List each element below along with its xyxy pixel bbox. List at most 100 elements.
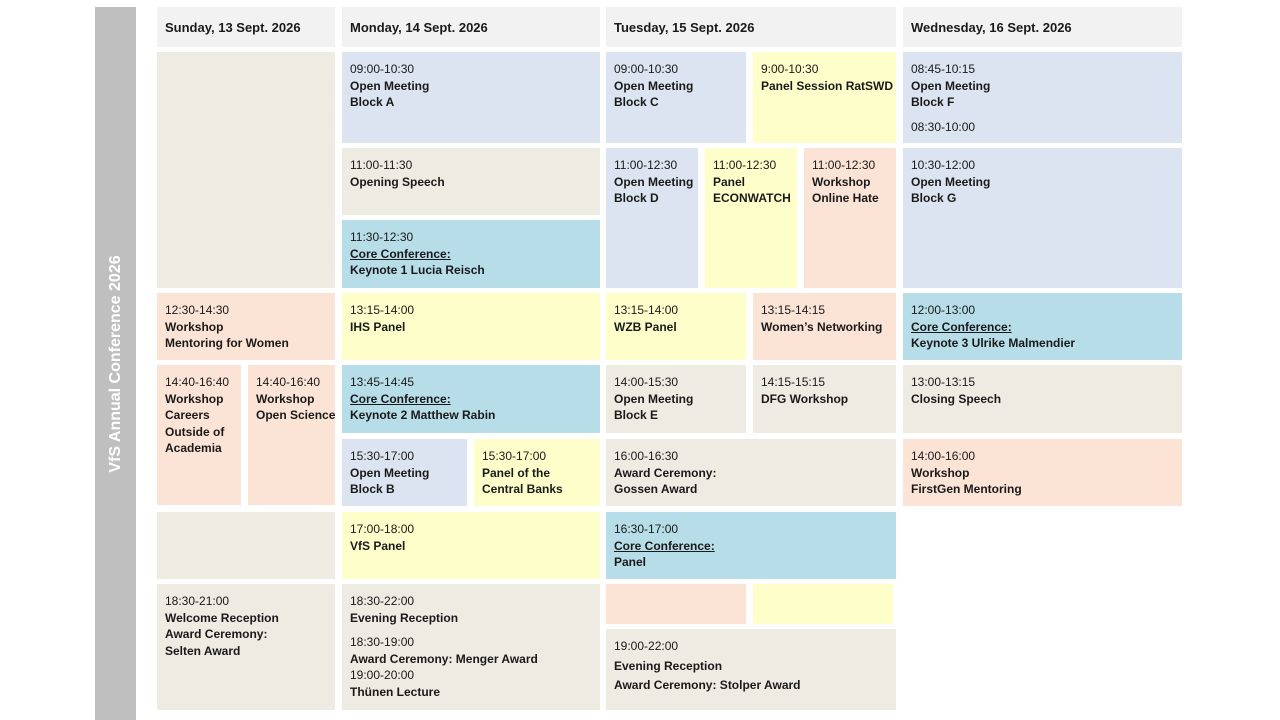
session-line: Open Meeting [614,391,694,406]
session-line: Panel [614,555,647,570]
session-vfs-panel[interactable]: 17:00-18:00 VfS Panel [342,512,600,579]
session-gossen-award[interactable]: 16:00-16:30 Award Ceremony: Gossen Award [606,439,896,506]
sunday-empty-evening [157,512,335,579]
session-mentoring-for-women[interactable]: 12:30-14:30 Workshop Mentoring for Women [157,293,335,360]
session-time: 9:00-10:30 [761,62,819,76]
session-opening-speech[interactable]: 11:00-11:30 Opening Speech [342,148,600,215]
core-conference-label: Core Conference: [350,246,451,261]
session-line: Open Meeting [350,465,430,480]
session-line: Open Meeting [350,78,430,93]
session-time: 11:00-12:30 [614,158,678,172]
session-time: 18:30-19:00 [350,635,415,650]
session-time: 11:30-12:30 [350,230,414,244]
session-monday-evening-reception[interactable]: 18:30-22:00 Evening Reception 18:30-19:0… [342,584,600,710]
session-time: 09:00-10:30 [350,62,415,76]
session-line: Workshop [812,174,871,189]
session-time: 15:30-17:00 [350,449,415,463]
session-open-meeting-block-f[interactable]: 08:45-10:15 Open Meeting Block F 08:30-1… [903,52,1182,143]
session-line: Panel [713,174,746,189]
session-line: Central Banks [482,482,563,497]
session-panel-econwatch[interactable]: 11:00-12:30 Panel ECONWATCH [705,148,797,288]
core-conference-label: Core Conference: [350,391,451,406]
session-line: Panel Session RatSWD [761,78,894,93]
session-line: Block F [911,95,955,110]
session-core-conference-panel[interactable]: 16:30-17:00 Core Conference: Panel [606,512,896,579]
session-time: 13:45-14:45 [350,375,415,389]
session-time: 15:30-17:00 [482,449,547,463]
session-line: Block C [614,95,659,110]
session-time: 12:30-14:30 [165,303,230,317]
session-line: Award Ceremony: Menger Award [350,651,538,666]
session-keynote-1[interactable]: 11:30-12:30 Core Conference: Keynote 1 L… [342,220,600,288]
session-womens-networking[interactable]: 13:15-14:15 Women’s Networking [753,293,896,360]
session-careers-outside-academia[interactable]: 14:40-16:40 Workshop Careers Outside of … [157,365,241,505]
session-line: Award Ceremony: Stolper Award [614,678,801,693]
session-open-meeting-block-a[interactable]: 09:00-10:30 Open Meeting Block A [342,52,600,143]
session-line: Block G [911,191,957,206]
session-closing-speech[interactable]: 13:00-13:15 Closing Speech [903,365,1182,433]
session-time: 16:30-17:00 [614,522,679,536]
session-ihs-panel[interactable]: 13:15-14:00 IHS Panel [342,293,600,360]
session-line: Academia [165,441,222,456]
session-line: Workshop [165,391,224,406]
session-tuesday-evening-reception[interactable]: 19:00-22:00 Evening Reception Award Cere… [606,629,896,710]
tuesday-empty-slot-1 [606,584,746,624]
session-time: 13:15-14:00 [350,303,415,317]
session-line: Women’s Networking [761,319,883,334]
session-line: Outside of [165,424,225,439]
session-open-meeting-block-c[interactable]: 09:00-10:30 Open Meeting Block C [606,52,746,143]
session-line: Panel of the [482,465,551,480]
day-header-wednesday: Wednesday, 16 Sept. 2026 [903,7,1182,47]
session-wzb-panel[interactable]: 13:15-14:00 WZB Panel [606,293,746,360]
session-line: Award Ceremony: [614,465,717,480]
session-line: Evening Reception [614,658,723,673]
session-dfg-workshop[interactable]: 14:15-15:15 DFG Workshop [753,365,896,433]
session-time: 13:15-14:15 [761,303,826,317]
session-keynote-2[interactable]: 13:45-14:45 Core Conference: Keynote 2 M… [342,365,600,433]
session-line: Open Science [256,408,335,423]
session-line: Thünen Lecture [350,684,441,699]
day-header-tuesday: Tuesday, 15 Sept. 2026 [606,7,896,47]
session-line: Selten Award [165,643,241,658]
session-time: 08:30-10:00 [911,119,976,134]
session-time: 18:30-22:00 [350,594,415,608]
session-time: 14:00-16:00 [911,449,976,463]
session-open-meeting-block-d[interactable]: 11:00-12:30 Open Meeting Block D [606,148,698,288]
session-line: Opening Speech [350,174,445,189]
session-welcome-reception[interactable]: 18:30-21:00 Welcome Reception Award Cere… [157,584,335,710]
session-time: 14:00-15:30 [614,375,679,389]
session-line: Closing Speech [911,391,1002,406]
session-line: Block A [350,95,395,110]
session-line: FirstGen Mentoring [911,482,1022,497]
session-line: VfS Panel [350,538,406,553]
conference-title: VfS Annual Conference 2026 [106,254,124,473]
session-open-meeting-block-b[interactable]: 15:30-17:00 Open Meeting Block B [342,439,467,506]
session-open-meeting-block-e[interactable]: 14:00-15:30 Open Meeting Block E [606,365,746,433]
session-line: Welcome Reception [165,610,279,625]
session-line: Open Meeting [911,174,991,189]
session-time: 16:00-16:30 [614,449,679,463]
session-firstgen-mentoring[interactable]: 14:00-16:00 Workshop FirstGen Mentoring [903,439,1182,506]
session-panel-ratswd[interactable]: 9:00-10:30 Panel Session RatSWD [753,52,896,143]
session-time: 17:00-18:00 [350,522,415,536]
session-panel-central-banks[interactable]: 15:30-17:00 Panel of the Central Banks [474,439,600,506]
session-line: ECONWATCH [713,191,791,206]
session-line: Block E [614,408,659,423]
session-line: Careers [165,408,210,423]
core-conference-label: Core Conference: [911,319,1012,334]
session-line: Keynote 1 Lucia Reisch [350,263,485,278]
session-workshop-online-hate[interactable]: 11:00-12:30 Workshop Online Hate [804,148,896,288]
sunday-empty-morning [157,52,335,288]
session-line: Open Meeting [614,174,694,189]
day-header-monday: Monday, 14 Sept. 2026 [342,7,600,47]
session-line: Keynote 2 Matthew Rabin [350,408,496,423]
session-open-science[interactable]: 14:40-16:40 Workshop Open Science [248,365,335,505]
session-line: Keynote 3 Ulrike Malmendier [911,336,1076,351]
session-open-meeting-block-g[interactable]: 10:30-12:00 Open Meeting Block G [903,148,1182,288]
session-time: 19:00-22:00 [614,639,679,653]
session-time: 11:00-12:30 [812,158,876,172]
session-time: 13:15-14:00 [614,303,679,317]
session-keynote-3[interactable]: 12:00-13:00 Core Conference: Keynote 3 U… [903,293,1182,360]
session-line: Mentoring for Women [165,336,289,351]
session-time: 19:00-20:00 [350,668,415,683]
